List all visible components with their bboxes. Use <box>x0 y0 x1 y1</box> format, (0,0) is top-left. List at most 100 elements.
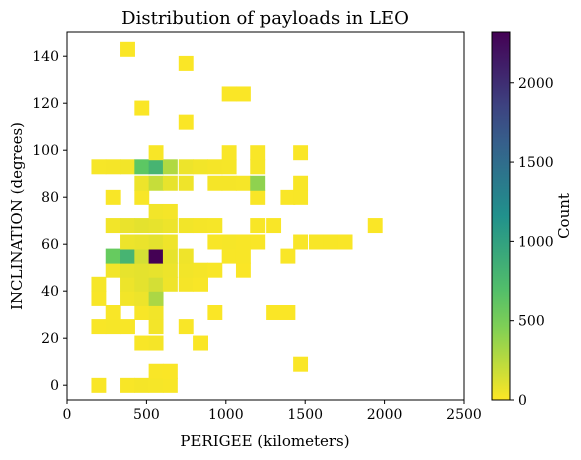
heatmap-cell <box>178 159 194 175</box>
heatmap-cell <box>178 175 194 191</box>
heatmap-cell <box>162 175 178 191</box>
heatmap-cell <box>148 305 164 320</box>
heatmap-cell <box>293 356 309 372</box>
heatmap-cell <box>134 290 150 306</box>
x-axis-ticks: 0 500 1000 1500 2000 2500 <box>63 400 482 423</box>
heatmap-cell <box>120 290 135 306</box>
colorbar-tick-label: 2000 <box>518 76 554 92</box>
x-tick-label: 2500 <box>446 407 482 423</box>
heatmap-cell <box>178 276 194 292</box>
colorbar-tick-label: 0 <box>518 393 527 409</box>
heatmap-cell <box>280 248 296 264</box>
heatmap-cell <box>162 248 178 264</box>
heatmap-cell <box>134 305 150 320</box>
heatmap-cell <box>120 276 135 292</box>
heatmap-cell <box>91 159 107 175</box>
heatmap-cell <box>162 262 178 278</box>
y-tick-label: 40 <box>41 284 59 300</box>
heatmap-cell <box>309 234 324 250</box>
heatmap-cell <box>120 377 135 393</box>
heatmap-cell <box>207 159 223 175</box>
heatmap-cell <box>91 377 107 393</box>
heatmap-plot-area: 0 500 1000 1500 2000 2500 0 20 40 60 80 100 120 140 <box>32 31 482 423</box>
heatmap-cell <box>193 218 208 234</box>
heatmap-cell <box>105 319 121 335</box>
heatmap-cell <box>178 218 194 234</box>
heatmap-cell <box>134 335 150 351</box>
heatmap-cell <box>134 175 150 191</box>
heatmap-cell <box>293 175 309 191</box>
heatmap-cell <box>235 248 251 264</box>
y-tick-label: 60 <box>41 237 59 253</box>
x-tick-label: 500 <box>133 407 160 423</box>
y-axis-label: INCLINATION (degrees) <box>8 122 26 310</box>
heatmap-cells <box>91 41 383 393</box>
heatmap-cell <box>193 159 208 175</box>
heatmap-cell <box>162 377 178 393</box>
colorbar-tick-label: 500 <box>518 314 545 330</box>
heatmap-cell <box>148 319 164 335</box>
heatmap-cell <box>148 335 164 351</box>
heatmap-cell <box>193 262 208 278</box>
heatmap-cell <box>337 234 353 250</box>
x-tick-label: 1500 <box>287 407 323 423</box>
heatmap-cell <box>105 305 121 320</box>
x-tick-label: 1000 <box>208 407 244 423</box>
heatmap-cell <box>162 159 178 175</box>
heatmap-cell <box>134 377 150 393</box>
heatmap-cell <box>178 114 194 130</box>
colorbar-tick-label: 1500 <box>518 155 554 171</box>
heatmap-cell <box>221 145 237 161</box>
heatmap-cell <box>134 100 150 116</box>
heatmap-cell <box>250 189 266 205</box>
heatmap-cell <box>148 290 164 306</box>
heatmap-cell <box>221 234 237 250</box>
heatmap-cell <box>178 248 194 264</box>
heatmap-cell <box>207 234 223 250</box>
heatmap-cell <box>266 305 282 320</box>
y-axis-ticks: 0 20 40 60 80 100 120 140 <box>32 49 67 394</box>
heatmap-cell <box>235 86 251 102</box>
colorbar-tick-label: 1000 <box>518 234 554 250</box>
x-tick-label: 0 <box>63 407 72 423</box>
heatmap-cell <box>280 189 296 205</box>
heatmap-cell <box>120 218 135 234</box>
heatmap-cell <box>120 159 135 175</box>
colorbar-frame <box>491 31 511 401</box>
heatmap-cell <box>134 276 150 292</box>
heatmap-cell <box>207 218 223 234</box>
colorbar-gradient <box>492 32 510 400</box>
heatmap-cell <box>250 234 266 250</box>
heatmap-cell <box>148 145 164 161</box>
heatmap-cell <box>162 363 178 379</box>
heatmap-cell <box>162 234 178 250</box>
heatmap-cell <box>293 234 309 250</box>
heatmap-cell <box>91 290 107 306</box>
heatmap-cell <box>120 41 135 57</box>
heatmap-cell <box>250 159 266 175</box>
heatmap-cell <box>148 276 164 292</box>
heatmap-cell <box>134 159 150 175</box>
heatmap-cell <box>148 248 164 264</box>
chart-title: Distribution of payloads in LEO <box>121 8 409 29</box>
heatmap-cell <box>148 203 164 219</box>
heatmap-cell <box>250 145 266 161</box>
heatmap-cell <box>250 175 266 191</box>
colorbar-label: Count <box>555 193 573 239</box>
heatmap-cell <box>162 203 178 219</box>
heatmap-cell <box>148 377 164 393</box>
heatmap-cell <box>134 248 150 264</box>
heatmap-cell <box>221 175 237 191</box>
colorbar-ticks: 0 500 1000 1500 2000 <box>510 76 554 409</box>
heatmap-cell <box>148 175 164 191</box>
heatmap-cell <box>105 248 121 264</box>
heatmap-cell <box>178 55 194 71</box>
heatmap-cell <box>193 276 208 292</box>
heatmap-cell <box>105 262 121 278</box>
heatmap-cell <box>134 262 150 278</box>
heatmap-cell <box>91 319 107 335</box>
heatmap-cell <box>162 218 178 234</box>
heatmap-cell <box>293 145 309 161</box>
heatmap-cell <box>120 262 135 278</box>
